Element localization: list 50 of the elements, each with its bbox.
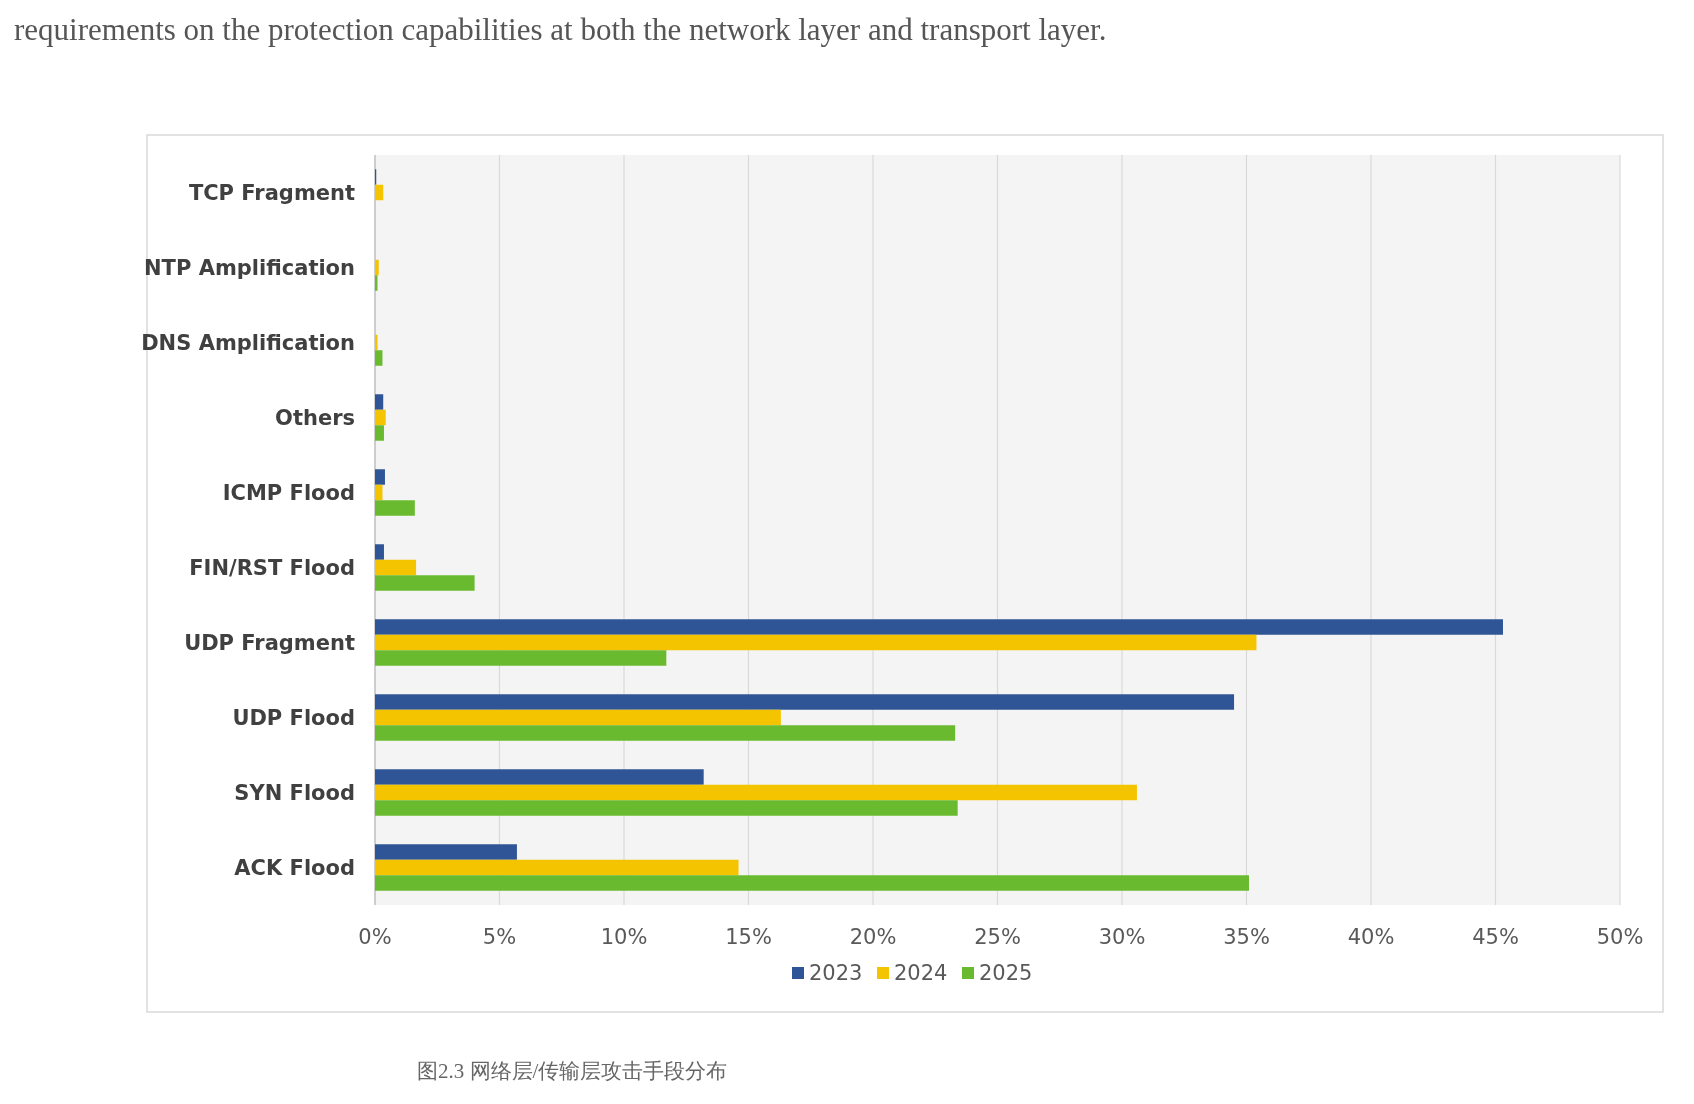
bar [375,725,956,741]
x-tick-label: 50% [1596,925,1644,949]
bar [375,769,704,785]
bar [375,844,517,860]
x-tick-label: 20% [849,925,897,949]
x-tick-label: 15% [725,925,772,949]
bar [375,875,1249,891]
text: requirements on the protection capabilities at both the network layer and transport layer. [14,12,1107,47]
y-tick-label: NTP Amplification [144,255,355,280]
bar [375,500,415,516]
bar [375,350,383,366]
bar [375,709,781,726]
y-tick-label: UDP Flood [232,705,355,730]
bar [375,859,739,876]
y-tick-label: UDP Fragment [184,630,355,655]
bar [375,544,384,560]
bar [375,259,379,276]
bar [375,694,1235,710]
y-tick-label: ACK Flood [234,855,355,880]
bar [375,409,386,426]
x-tick-label: 0% [358,925,392,949]
bar [375,650,667,666]
x-tick-label: 40% [1347,925,1395,949]
bar [375,184,384,201]
legend-label: 2023 [809,961,863,985]
y-tick-label: TCP Fragment [188,180,355,205]
x-tick-label: 30% [1098,925,1146,949]
legend-label: 2025 [979,961,1033,985]
bar [375,619,1503,635]
y-tick-label: DNS Amplification [141,330,355,355]
bar [375,575,475,591]
y-tick-label: Others [275,405,355,430]
bar [375,484,383,501]
bar [375,469,385,485]
caption: 图2.3 网络层/传输层攻击手段分布 [417,1059,728,1083]
bar [375,559,417,576]
x-tick-label: 35% [1223,925,1270,949]
bar [375,800,958,816]
y-tick-label: SYN Flood [234,780,355,805]
x-tick-label: 45% [1472,925,1519,949]
x-tick-label: 25% [974,925,1021,949]
legend-label: 2024 [894,961,948,985]
bar [375,784,1137,801]
x-tick-label: 10% [600,925,648,949]
y-tick-label: FIN/RST Flood [189,555,355,580]
y-tick-label: ICMP Flood [222,480,355,505]
bar [375,394,384,410]
bar [375,425,384,441]
bar [375,634,1257,651]
x-tick-label: 5% [482,925,517,949]
